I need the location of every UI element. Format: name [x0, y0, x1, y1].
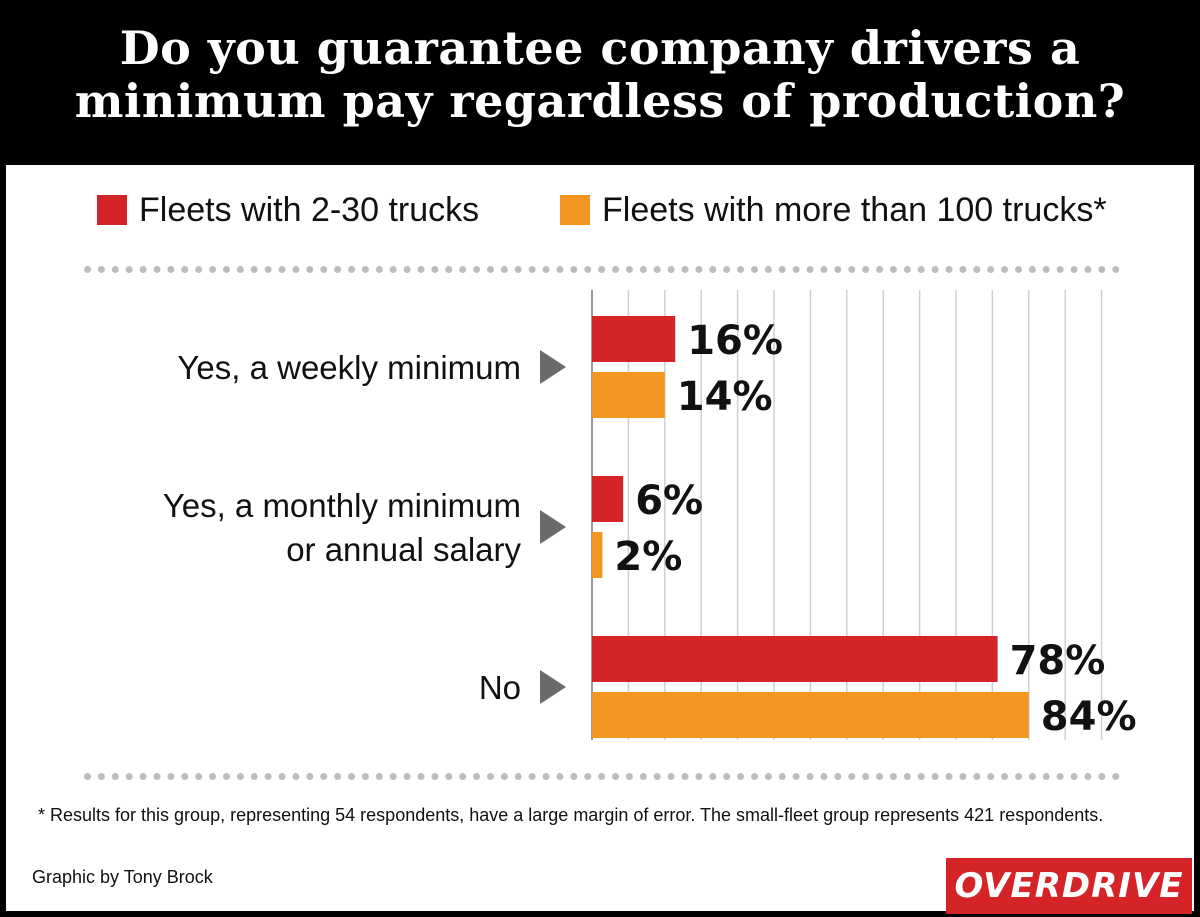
title-line-2: minimum pay regardless of production? — [74, 74, 1126, 128]
bar — [592, 636, 998, 682]
value-label: 6% — [635, 478, 703, 524]
legend-swatch-large-fleets — [560, 195, 590, 225]
bar — [592, 476, 624, 522]
legend-item-large-fleets: Fleets with more than 100 trucks* — [560, 190, 1107, 230]
category-arrow-icon — [540, 670, 566, 704]
footnote: * Results for this group, representing 5… — [38, 805, 1104, 825]
title-line-1: Do you guarantee company drivers a — [119, 21, 1081, 75]
legend-label-large-fleets: Fleets with more than 100 trucks* — [602, 190, 1107, 229]
divider-top — [84, 266, 1120, 273]
legend-label-small-fleets: Fleets with 2-30 trucks — [139, 190, 480, 229]
bar — [592, 316, 676, 362]
bar — [592, 532, 603, 578]
category-label: Yes, a monthly minimum — [163, 487, 521, 524]
value-label: 2% — [614, 534, 682, 580]
divider-bottom — [84, 773, 1120, 780]
value-label: 16% — [687, 318, 783, 364]
value-label: 14% — [677, 374, 773, 420]
bar — [592, 372, 665, 418]
bar — [592, 692, 1029, 738]
category-label: No — [479, 669, 521, 706]
legend-item-small-fleets: Fleets with 2-30 trucks — [97, 190, 479, 230]
graphic-credit: Graphic by Tony Brock — [32, 867, 213, 887]
value-label: 84% — [1041, 694, 1137, 740]
category-arrow-icon — [540, 510, 566, 544]
logo-text: OVERDRIVE — [954, 866, 1184, 906]
chart-title: Do you guarantee company drivers a minim… — [0, 22, 1200, 128]
value-label: 78% — [1010, 638, 1106, 684]
category-label: or annual salary — [286, 531, 521, 568]
overdrive-logo: OVERDRIVE — [946, 858, 1192, 914]
legend-swatch-small-fleets — [97, 195, 127, 225]
category-arrow-icon — [540, 350, 566, 384]
category-label: Yes, a weekly minimum — [177, 349, 521, 386]
